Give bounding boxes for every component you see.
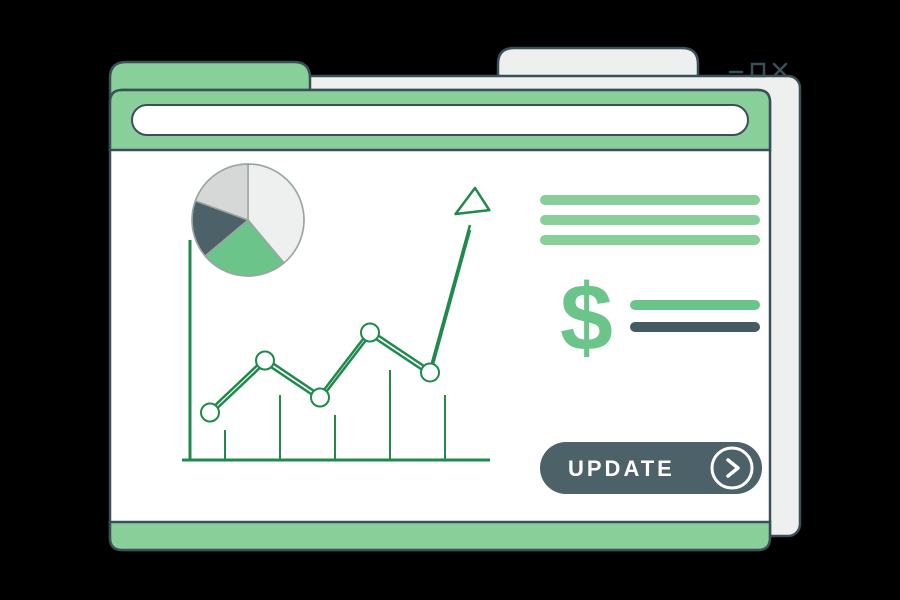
chart-marker [311, 389, 329, 407]
close-icon[interactable] [774, 64, 786, 76]
dollar-icon: $ [560, 265, 613, 371]
text-line [630, 300, 760, 310]
chart-marker [201, 404, 219, 422]
window-footer [110, 522, 770, 550]
address-bar[interactable] [132, 105, 748, 135]
text-line [630, 322, 760, 332]
text-line [540, 235, 760, 245]
chart-marker [256, 352, 274, 370]
chart-marker [361, 324, 379, 342]
update-button-label: UPDATE [568, 456, 675, 481]
maximize-icon[interactable] [752, 64, 764, 76]
pie-chart [192, 164, 304, 276]
chart-marker [421, 364, 439, 382]
text-line [540, 195, 760, 205]
text-line [540, 215, 760, 225]
